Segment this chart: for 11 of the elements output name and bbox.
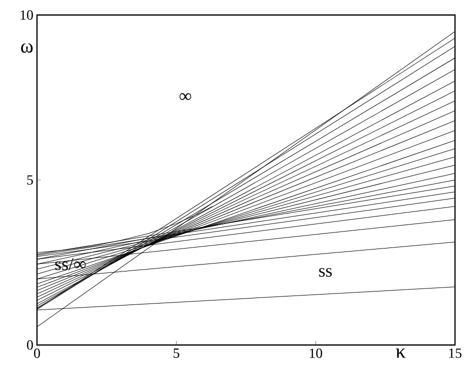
x-axis-title: κ bbox=[396, 348, 406, 358]
y-tick-label: 0 bbox=[27, 340, 33, 350]
x-tick-label: 0 bbox=[34, 348, 40, 358]
x-tick-label: 10 bbox=[310, 348, 322, 358]
annotation: ∞ bbox=[180, 93, 192, 100]
y-tick-label: 5 bbox=[27, 175, 33, 185]
x-tick-label: 5 bbox=[174, 348, 180, 358]
y-axis-title: ω bbox=[21, 43, 33, 53]
annotation: ss bbox=[319, 268, 332, 277]
y-tick-label: 10 bbox=[20, 10, 33, 20]
x-tick-label: 15 bbox=[449, 348, 462, 358]
